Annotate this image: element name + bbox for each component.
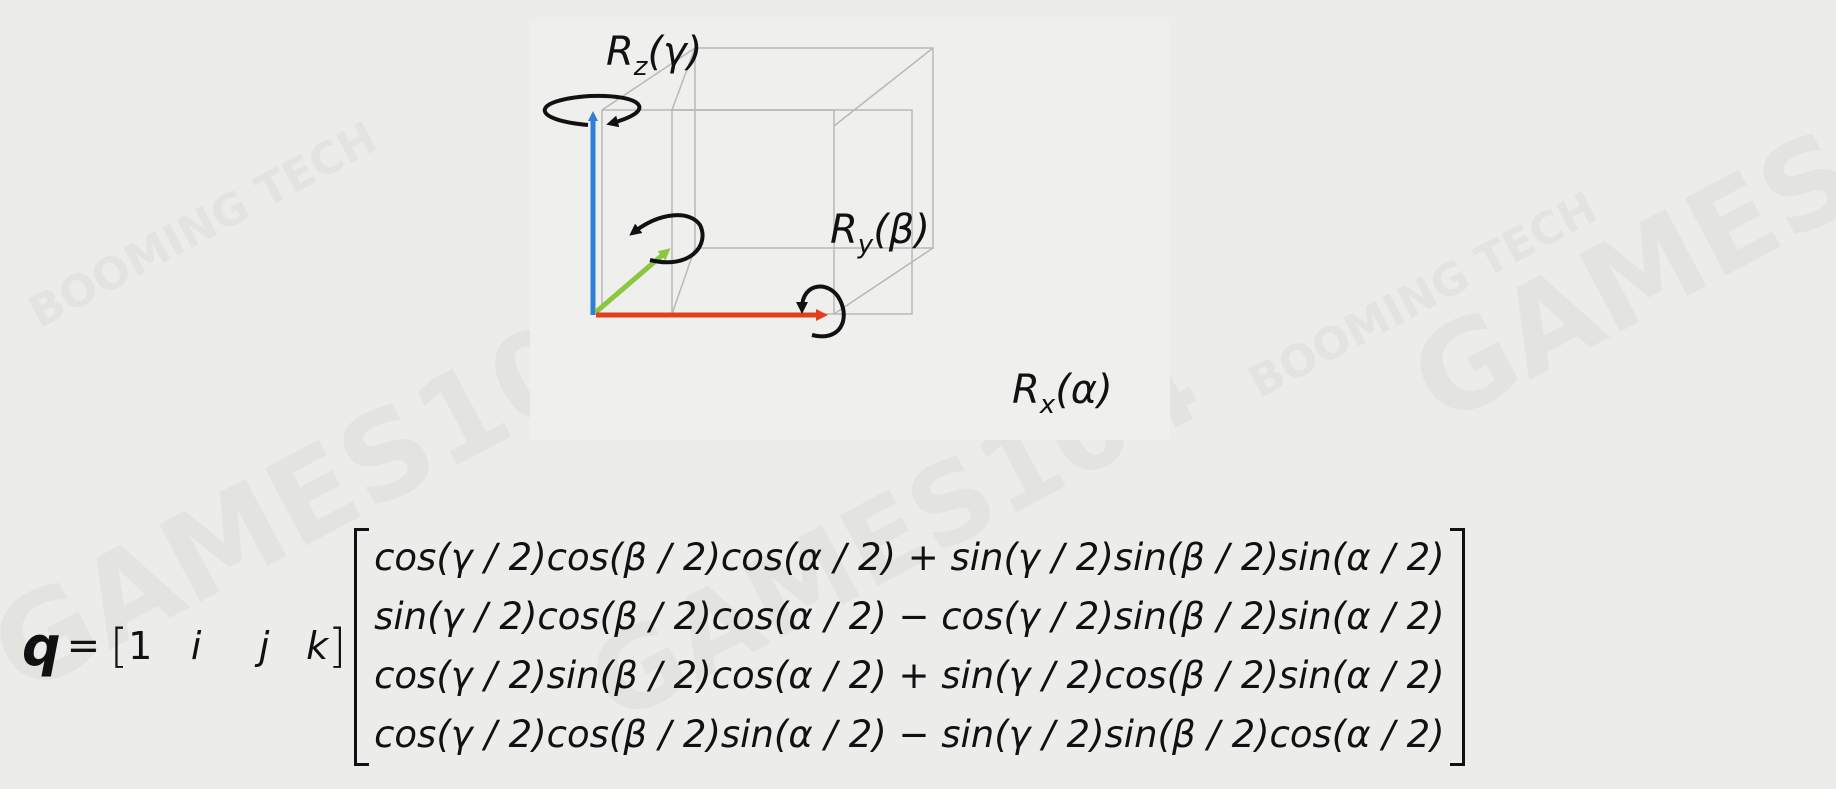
matrix-row-x: sin(γ / 2)cos(β / 2)cos(α / 2) − cos(γ /… bbox=[374, 594, 1445, 638]
coefficient-column-matrix: cos(γ / 2)cos(β / 2)cos(α / 2) + sin(γ /… bbox=[354, 528, 1465, 766]
matrix-right-bracket bbox=[1449, 528, 1465, 766]
basis-element-j: j bbox=[258, 624, 270, 668]
basis-element-1: 1 bbox=[128, 624, 153, 668]
basis-element-i: i bbox=[190, 624, 202, 668]
matrix-row-w: cos(γ / 2)cos(β / 2)cos(α / 2) + sin(γ /… bbox=[374, 535, 1445, 579]
equation-lhs: q bbox=[22, 614, 61, 678]
watermark-booming-left: BOOMING TECH bbox=[20, 112, 386, 339]
ry-label: Ry(β) bbox=[830, 207, 930, 260]
basis-element-k: k bbox=[306, 624, 329, 668]
cube-front-face bbox=[694, 47, 934, 249]
rx-rotation-arrow bbox=[796, 284, 846, 339]
matrix-left-bracket bbox=[354, 528, 370, 766]
cube-wireframe bbox=[601, 47, 934, 315]
basis-row-vector: [ 1 i j k ] bbox=[110, 619, 346, 673]
cube-edge-bottom-left bbox=[671, 247, 696, 315]
rx-label: Rx(α) bbox=[1012, 367, 1113, 420]
cube-edge-bottom-right bbox=[833, 247, 934, 315]
rz-label: Rz(γ) bbox=[606, 29, 703, 82]
rz-rotation-arrow bbox=[542, 93, 642, 128]
equals-sign: = bbox=[66, 623, 101, 669]
rotation-diagram-svg bbox=[542, 47, 934, 339]
row-vector-open-bracket: [ bbox=[110, 619, 129, 673]
cube-edge-top-right bbox=[833, 47, 934, 127]
rotation-diagram: Rz(γ) Ry(β) Rx(α) bbox=[530, 20, 1170, 440]
matrix-row-z: cos(γ / 2)cos(β / 2)sin(α / 2) − sin(γ /… bbox=[374, 712, 1445, 756]
ry-rotation-arrow bbox=[629, 213, 705, 265]
cube-edge-top-left bbox=[671, 47, 696, 111]
watermark-games104-right: GAMES104 bbox=[1390, 0, 1836, 453]
row-vector-close-bracket: ] bbox=[328, 619, 347, 673]
cube-edge-link-top bbox=[601, 47, 696, 111]
matrix-row-y: cos(γ / 2)sin(β / 2)cos(α / 2) + sin(γ /… bbox=[374, 653, 1445, 697]
quaternion-equation: q = [ 1 i j k ] cos(γ / 2)cos(β / 2)cos(… bbox=[22, 528, 1465, 766]
